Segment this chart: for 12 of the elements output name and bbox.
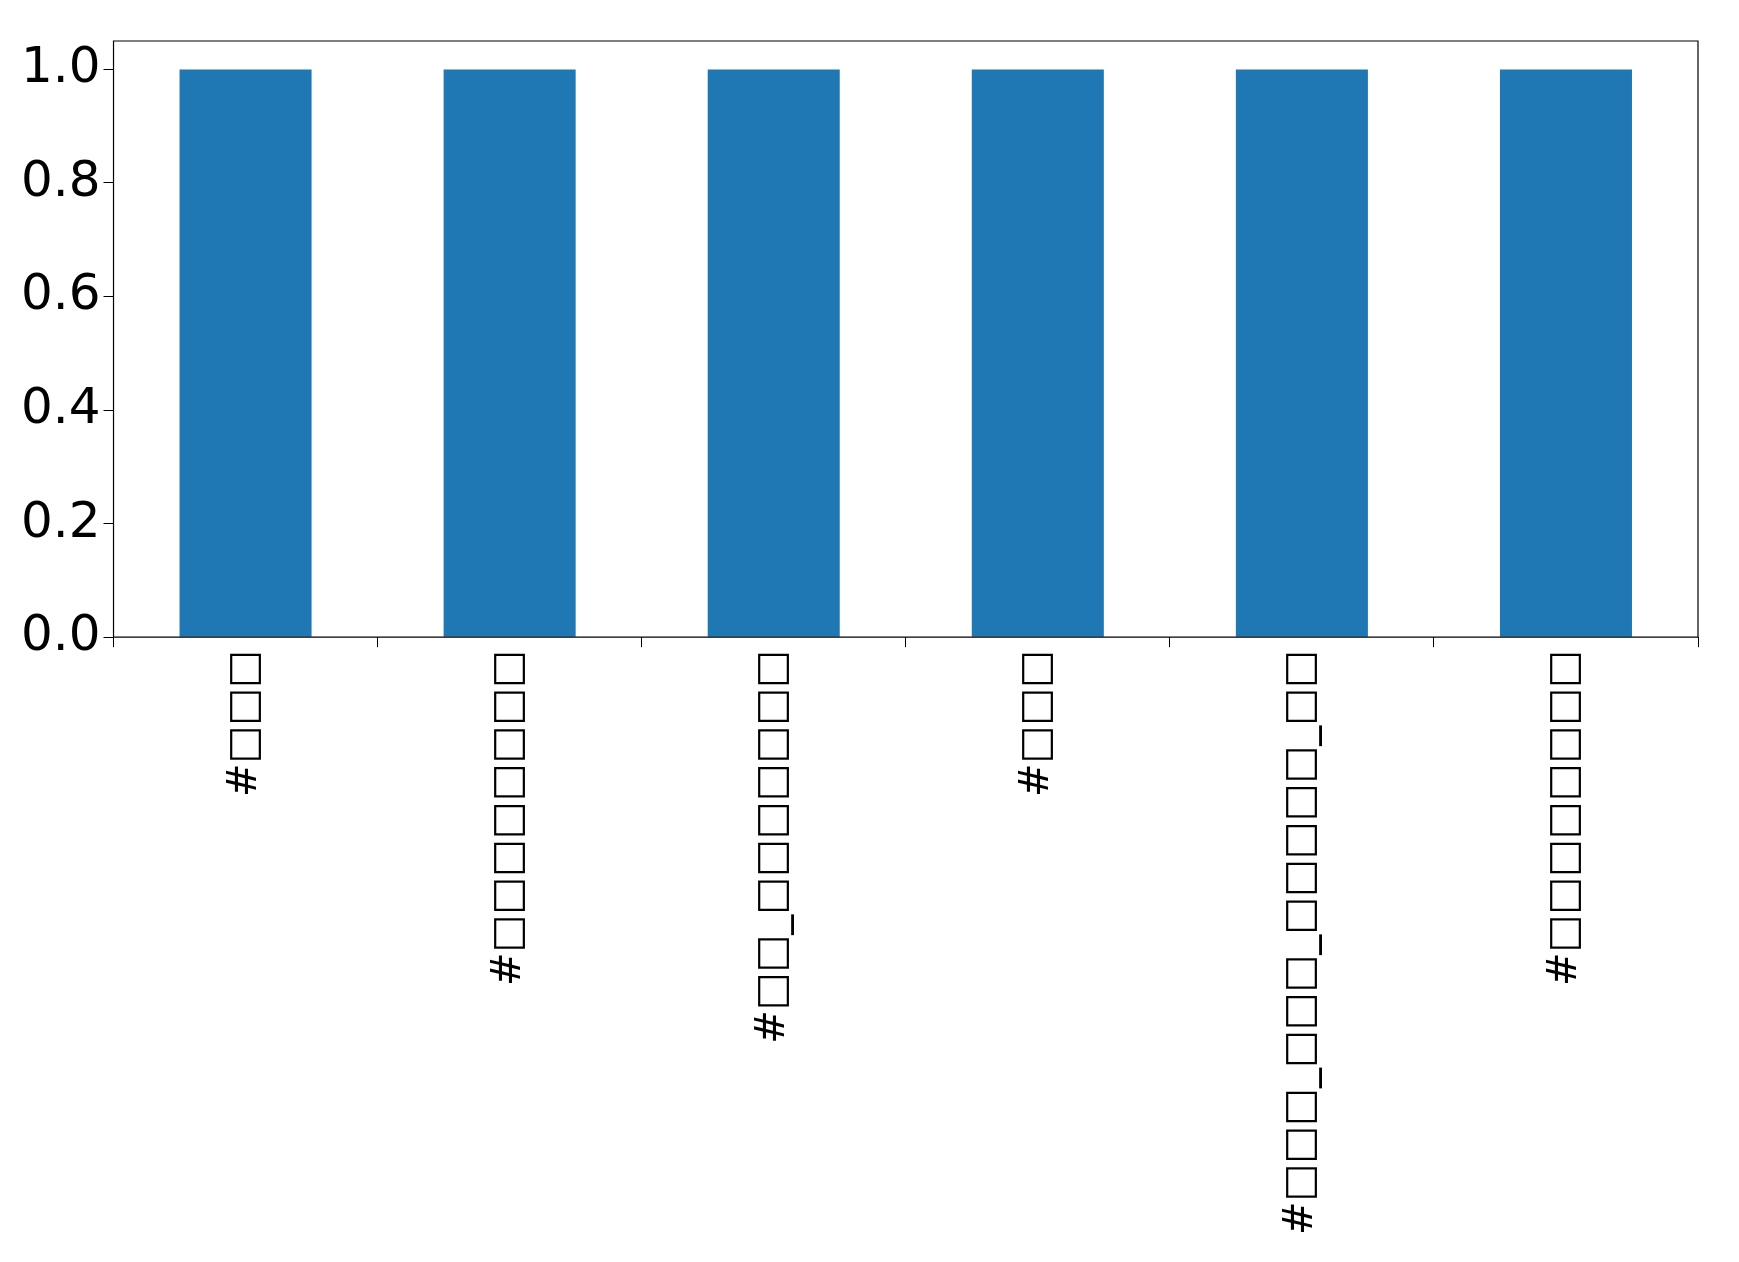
y-tick-label: 0.0 (20, 604, 101, 663)
y-tick-label: 0.8 (20, 149, 101, 208)
x-tick-label: #□□□ (218, 650, 265, 798)
y-tick-label: 1.0 (20, 36, 101, 95)
x-tick-label: #□□□ (1011, 650, 1058, 798)
y-tick-label: 0.6 (20, 263, 101, 322)
x-tick-label: #□□□□□□□□ (1539, 650, 1586, 987)
y-tick-label: 0.4 (20, 377, 101, 436)
x-tick-label: #□□_□□□□□□□ (747, 650, 795, 1044)
x-tick-label: #□□□_□□□_□□□□□_□□ (1275, 650, 1323, 1235)
x-tick-label: #□□□□□□□□ (483, 650, 530, 987)
y-tick-label: 0.2 (20, 490, 101, 549)
